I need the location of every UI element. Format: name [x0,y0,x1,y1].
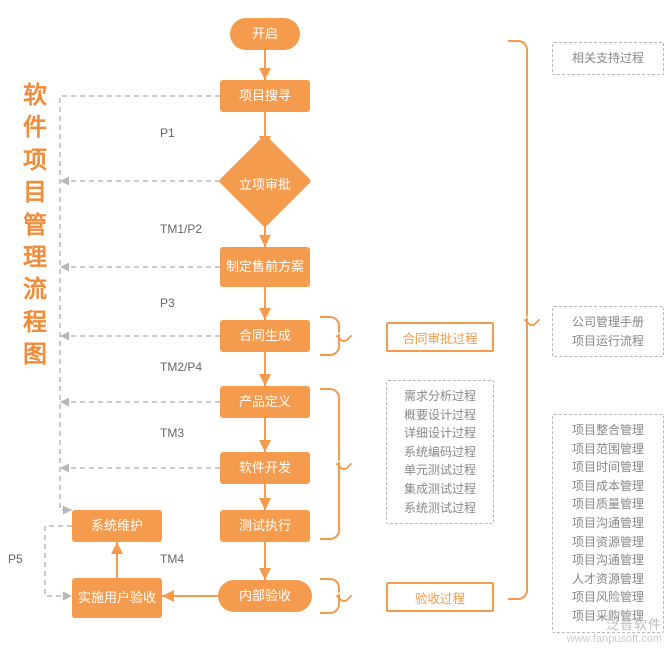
node-impl-label: 实施用户验收 [78,590,156,606]
dashed-line: 相关支持过程 [572,49,644,68]
node-approve-label: 立项审批 [220,174,310,193]
dashed-line: 项目成本管理 [572,477,644,496]
node-presale-label: 制定售前方案 [226,259,304,275]
node-presale: 制定售前方案 [220,247,310,287]
dashed-box-support: 相关支持过程 [552,42,664,75]
side-accept-proc-label: 验收过程 [415,588,465,607]
dashed-line: 系统编码过程 [404,443,476,462]
brace-dev [320,388,340,540]
node-test-label: 测试执行 [239,518,291,534]
dashed-line: 项目质量管理 [572,495,644,514]
dashed-line: 单元测试过程 [404,461,476,480]
node-dev: 软件开发 [220,452,310,484]
dashed-line: 项目沟通管理 [572,551,644,570]
watermark: 泛普软件 www.fanpusoft.com [567,618,662,646]
dashed-line: 项目时间管理 [572,458,644,477]
dashed-line: 项目风险管理 [572,588,644,607]
node-start-label: 开启 [252,26,278,42]
side-accept-proc: 验收过程 [386,582,494,612]
dashed-line: 项目资源管理 [572,533,644,552]
side-contract-proc-label: 合同审批过程 [402,328,477,347]
node-product-label: 产品定义 [239,394,291,410]
label-tm2: TM2/P4 [160,360,202,374]
dashed-box-manual: 公司管理手册项目运行流程 [552,306,664,357]
label-tm4: TM4 [160,552,184,566]
dashed-box-req: 需求分析过程概要设计过程详细设计过程系统编码过程单元测试过程集成测试过程系统测试… [386,380,494,524]
brace-contract [320,316,340,356]
label-p5: P5 [8,552,23,566]
dashed-line: 项目运行流程 [572,332,644,351]
dashed-line: 项目整合管理 [572,421,644,440]
dashed-line: 公司管理手册 [572,313,644,332]
brace-accept [320,578,340,614]
node-start: 开启 [230,18,300,50]
label-tm3: TM3 [160,426,184,440]
node-maint-label: 系统维护 [91,518,143,534]
side-contract-proc: 合同审批过程 [386,322,494,352]
watermark-url: www.fanpusoft.com [567,633,662,646]
label-p3: P3 [160,296,175,310]
node-intern-label: 内部验收 [239,588,291,604]
node-maintenance: 系统维护 [72,510,162,542]
node-search: 项目搜寻 [220,80,310,112]
node-test: 测试执行 [220,510,310,542]
dashed-line: 集成测试过程 [404,480,476,499]
node-contract-label: 合同生成 [239,328,291,344]
node-internal-accept: 内部验收 [218,580,312,612]
label-p1: P1 [160,126,175,140]
page-title-vertical: 软件项目管理流程图 [22,80,48,372]
node-impl-accept: 实施用户验收 [72,578,162,618]
node-search-label: 项目搜寻 [239,88,291,104]
dashed-line: 项目沟通管理 [572,514,644,533]
dashed-box-pm: 项目整合管理项目范围管理项目时间管理项目成本管理项目质量管理项目沟通管理项目资源… [552,414,664,633]
dashed-line: 人才资源管理 [572,570,644,589]
watermark-brand: 泛普软件 [567,618,662,633]
dashed-line: 需求分析过程 [404,387,476,406]
label-tm1: TM1/P2 [160,222,202,236]
dashed-line: 项目范围管理 [572,440,644,459]
brace-right [508,40,528,600]
dashed-line: 系统测试过程 [404,499,476,518]
node-product: 产品定义 [220,386,310,418]
dashed-line: 概要设计过程 [404,406,476,425]
node-dev-label: 软件开发 [239,460,291,476]
dashed-line: 详细设计过程 [404,424,476,443]
node-contract: 合同生成 [220,320,310,352]
